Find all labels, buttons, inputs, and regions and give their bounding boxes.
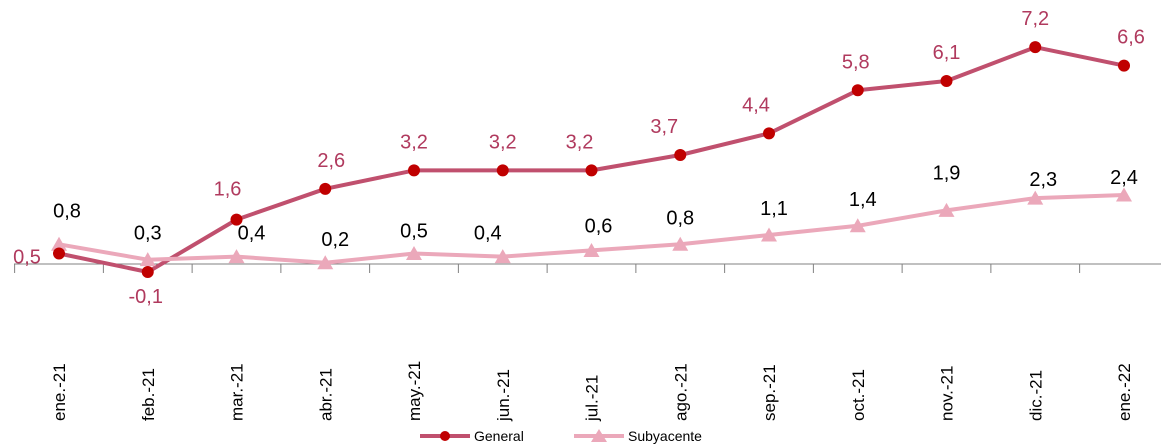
data-point-subyacente (139, 252, 156, 267)
x-tick-label: dic.-21 (1026, 370, 1045, 421)
data-point-general (53, 247, 65, 260)
data-point-general (585, 164, 598, 177)
data-label-subyacente: 0,8 (53, 200, 81, 222)
series-markers (51, 41, 1132, 278)
data-label-general: 4,4 (742, 94, 770, 116)
data-label-general: 5,8 (842, 51, 870, 73)
data-point-general (408, 164, 420, 177)
data-point-subyacente (761, 227, 777, 242)
x-tick-label: mar.-21 (228, 363, 247, 421)
data-point-general (319, 182, 332, 195)
series-line-general (58, 45, 1125, 274)
data-point-general (674, 148, 687, 161)
data-point-subyacente (938, 202, 955, 217)
data-point-subyacente (228, 249, 245, 264)
data-label-subyacente: 1,1 (760, 198, 788, 220)
data-point-subyacente (317, 255, 334, 270)
data-point-general (851, 84, 864, 97)
data-point-general (1029, 41, 1042, 54)
data-point-subyacente (51, 236, 67, 251)
data-label-general: 0,5 (13, 247, 41, 269)
x-axis (14, 263, 1161, 273)
data-label-subyacente: 0,3 (134, 223, 162, 245)
x-tick-label: ene.-22 (1115, 363, 1134, 421)
series-lines (58, 45, 1125, 274)
legend: General Subyacente (420, 428, 702, 444)
data-labels: 0,5 -0,1 1,6 2,6 3,2 3,2 3,2 3,7 4,4 5,8 6,1 7,2 6,6… (13, 8, 1145, 308)
data-label-subyacente: 1,9 (933, 162, 961, 184)
x-tick-label: jun.-21 (494, 369, 513, 422)
data-point-general (763, 127, 775, 140)
x-tick-label: sep.-21 (760, 364, 779, 421)
x-tick-label: oct.-21 (849, 369, 868, 421)
legend-label: Subyacente (628, 428, 702, 444)
data-point-general (230, 213, 243, 226)
data-point-subyacente (1027, 190, 1044, 205)
data-label-general: 1,6 (214, 179, 242, 201)
data-label-general: -0,1 (129, 286, 163, 308)
legend-label: General (474, 428, 524, 444)
data-point-subyacente (494, 249, 511, 264)
data-label-subyacente: 1,4 (849, 189, 877, 211)
data-label-general: 3,7 (650, 116, 678, 138)
legend-item-subyacente: Subyacente (574, 428, 702, 444)
data-label-subyacente: 0,2 (321, 229, 349, 251)
data-label-general: 2,6 (317, 150, 345, 172)
legend-swatch-marker (440, 431, 450, 441)
data-label-subyacente: 2,4 (1110, 167, 1138, 189)
data-label-general: 3,2 (566, 131, 594, 153)
data-point-subyacente (849, 218, 866, 233)
data-label-general: 3,2 (400, 131, 428, 153)
data-label-subyacente: 0,4 (474, 223, 502, 245)
data-point-general (940, 75, 953, 88)
legend-item-general: General (420, 428, 524, 444)
data-point-subyacente (406, 246, 422, 261)
x-tick-label: ago.-21 (671, 363, 690, 421)
x-tick-label: ene.-21 (50, 363, 69, 421)
x-tick-labels: ene.-21 feb.-21 mar.-21 abr.-21 may.-21 jun.-… (50, 361, 1134, 422)
x-tick-label: abr.-21 (316, 368, 335, 421)
data-label-general: 6,6 (1117, 27, 1145, 49)
data-label-subyacente: 2,3 (1029, 169, 1057, 191)
x-tick-label: may.-21 (405, 361, 424, 421)
data-label-general: 3,2 (489, 131, 517, 153)
x-tick-label: feb.-21 (139, 368, 158, 421)
data-label-general: 6,1 (933, 42, 961, 64)
data-label-general: 7,2 (1021, 8, 1049, 30)
data-point-general (496, 164, 509, 177)
data-point-subyacente (672, 236, 689, 251)
data-point-general (141, 266, 154, 278)
data-label-subyacente: 0,8 (666, 207, 694, 229)
data-label-subyacente: 0,4 (238, 223, 266, 245)
legend-swatch-marker (591, 429, 607, 442)
x-tick-label: jul.-21 (583, 375, 602, 422)
x-tick-label: nov.-21 (938, 366, 957, 421)
data-label-subyacente: 0,6 (585, 215, 613, 237)
data-point-subyacente (1116, 187, 1132, 202)
data-point-general (1118, 59, 1130, 72)
data-label-subyacente: 0,5 (400, 221, 428, 243)
data-point-subyacente (583, 242, 600, 257)
